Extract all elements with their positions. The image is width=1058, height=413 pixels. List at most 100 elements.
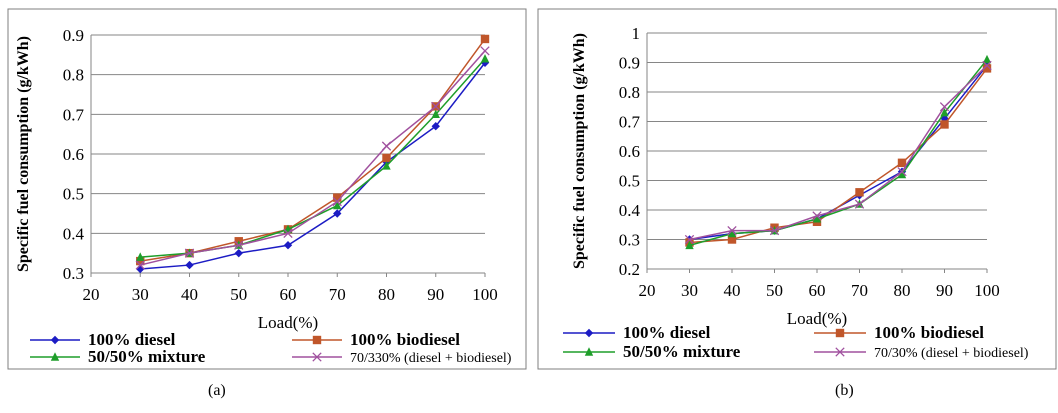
legend-label: 70/330% (diesel + biodiesel) — [350, 351, 512, 366]
data-point — [382, 153, 391, 163]
data-point — [135, 260, 145, 270]
y-tick-label: 0.6 — [63, 145, 84, 164]
data-point — [234, 240, 244, 250]
chart-a: 0.3 0.4 0.5 0.6 0.7 0.8 0.9 20 30 40 50 60 70 80 90 100… — [7, 8, 527, 370]
data-point — [333, 193, 342, 202]
legend-label: 50/50% mixture — [623, 342, 741, 361]
caption-a: (a) — [208, 382, 226, 399]
data-point — [333, 200, 342, 210]
legend-item: 50/50% mixture — [563, 342, 741, 361]
data-point — [854, 199, 865, 209]
data-point — [685, 240, 694, 250]
data-point — [684, 234, 695, 245]
legend-marker — [312, 335, 322, 345]
legend-label: 100% diesel — [623, 323, 711, 342]
data-point — [184, 248, 195, 258]
data-point — [897, 169, 907, 179]
legend-item: 100% biodiesel — [292, 330, 460, 349]
y-tick-label: 0.9 — [63, 26, 84, 45]
data-point — [234, 248, 243, 258]
data-point — [381, 141, 392, 151]
gridlines — [647, 32, 987, 270]
y-tick-label: 0.8 — [63, 66, 84, 85]
data-point — [480, 58, 490, 67]
legend-label: 50/50% mixture — [88, 347, 206, 366]
legend-label: 100% biodiesel — [874, 323, 984, 342]
data-point — [727, 235, 737, 244]
y-tick-label: 0.4 — [63, 224, 85, 243]
series-line — [689, 67, 988, 244]
y-tick-label: 0.8 — [619, 83, 640, 102]
legend-item: 50/50% mixture — [30, 347, 206, 366]
data-point — [431, 122, 440, 131]
x-tick-label: 30 — [681, 281, 698, 300]
legend-item: 70/330% (diesel + biodiesel) — [292, 351, 512, 366]
y-tick-label: 0.2 — [619, 260, 640, 279]
data-point — [727, 228, 737, 238]
data-point — [940, 107, 949, 117]
data-point — [332, 196, 342, 207]
series-line — [140, 62, 486, 270]
x-tick-label: 20 — [83, 285, 100, 304]
legend-marker — [584, 347, 594, 356]
data-point — [333, 209, 342, 218]
y-tick-label: 0.5 — [619, 172, 640, 191]
x-tick-label: 40 — [181, 285, 198, 304]
series-line — [689, 64, 988, 241]
series-4 — [684, 60, 992, 245]
y-axis-title: Specific fuel consumption (g/kWh) — [15, 36, 32, 272]
data-point — [982, 64, 992, 73]
x-axis-title: Load(%) — [258, 313, 318, 332]
data-point — [480, 46, 490, 56]
x-tick-label: 40 — [724, 281, 741, 300]
legend-marker — [312, 352, 322, 362]
x-tick-label: 80 — [378, 285, 395, 304]
y-tick-label: 0.7 — [63, 105, 85, 124]
legend-label: 100% diesel — [88, 330, 176, 349]
chart-frame — [7, 8, 527, 370]
y-tick-label: 1 — [632, 24, 641, 43]
data-point — [480, 34, 490, 44]
data-point — [812, 214, 822, 223]
legend-label: 100% biodiesel — [350, 330, 460, 349]
x-tick-label: 70 — [329, 285, 346, 304]
data-point — [431, 101, 441, 112]
x-tick-label: 20 — [639, 281, 656, 300]
data-point — [136, 256, 145, 266]
y-tick-label: 0.3 — [63, 264, 84, 283]
legend-marker — [835, 347, 845, 357]
x-tick-label: 70 — [851, 281, 868, 300]
caption-b: (b) — [835, 382, 854, 399]
legend-marker — [50, 335, 60, 345]
x-tick-label: 60 — [809, 281, 826, 300]
x-tick-label: 80 — [894, 281, 911, 300]
x-tick-label: 60 — [280, 285, 297, 304]
legend-item: 70/30% (diesel + biodiesel) — [814, 346, 1029, 361]
x-tick-label: 100 — [472, 285, 498, 304]
chart-frame — [537, 8, 1057, 370]
data-point — [283, 228, 293, 238]
data-point — [940, 120, 949, 129]
series-line — [689, 59, 988, 247]
legend-label: 70/30% (diesel + biodiesel) — [874, 346, 1029, 361]
series-line — [140, 50, 486, 266]
data-point — [283, 241, 293, 250]
legend-marker — [835, 328, 845, 338]
x-tick-label: 30 — [132, 285, 149, 304]
data-point — [480, 54, 490, 63]
chart-b: 0.2 0.3 0.4 0.5 0.6 0.7 0.8 0.9 1 20 30 40 50 60 70 80 9… — [537, 8, 1057, 370]
x-tick-label: 50 — [230, 285, 247, 304]
series-4 — [135, 46, 490, 270]
data-point — [727, 225, 737, 236]
y-tick-label: 0.7 — [619, 113, 641, 132]
y-tick-label: 0.4 — [619, 201, 641, 220]
data-point — [812, 211, 822, 221]
data-point — [897, 158, 907, 167]
data-point — [897, 166, 907, 177]
y-tick-label: 0.3 — [619, 231, 640, 250]
legend-item: 100% biodiesel — [814, 323, 984, 342]
y-tick-label: 0.6 — [619, 142, 640, 161]
data-point — [982, 60, 992, 71]
legend-item: 100% diesel — [30, 330, 176, 349]
data-point — [136, 252, 145, 261]
